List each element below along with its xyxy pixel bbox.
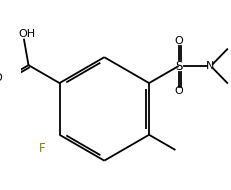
Text: O: O (174, 86, 183, 96)
Text: F: F (39, 142, 46, 155)
Text: O: O (174, 36, 183, 46)
Text: N: N (206, 61, 215, 71)
Text: S: S (175, 59, 182, 73)
Text: O: O (0, 73, 2, 83)
Text: OH: OH (18, 29, 35, 39)
